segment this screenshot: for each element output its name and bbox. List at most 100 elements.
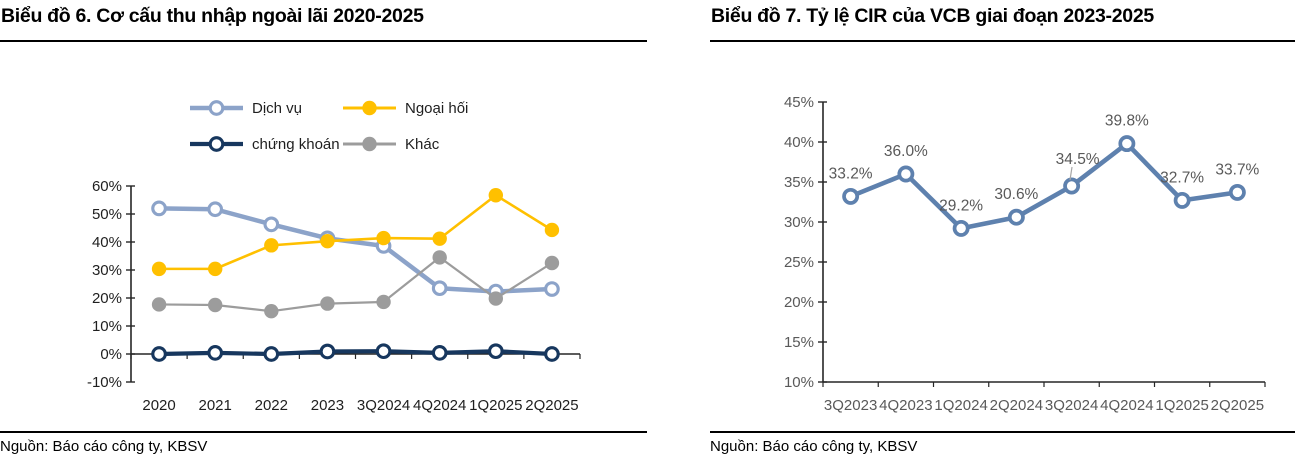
data-label: 36.0% xyxy=(884,143,928,160)
data-point-marker xyxy=(320,296,335,311)
chart6-title: Biểu đồ 6. Cơ cấu thu nhập ngoài lãi 202… xyxy=(1,5,424,27)
data-point-marker xyxy=(1118,135,1136,153)
x-tick-label: 1Q2025 xyxy=(469,397,522,414)
data-point-marker xyxy=(544,346,560,362)
y-tick-label: 40% xyxy=(784,134,814,151)
x-tick-label: 4Q2024 xyxy=(413,397,466,414)
data-point-marker xyxy=(1228,183,1246,201)
data-point-marker xyxy=(842,187,860,205)
x-tick-label: 2022 xyxy=(255,397,288,414)
series-1 xyxy=(151,188,560,277)
x-tick-label: 2023 xyxy=(311,397,344,414)
chart7-line-chart: 10%15%20%25%30%35%40%45%3Q2023 4Q2023 1Q20… xyxy=(784,94,1266,414)
series-0 xyxy=(151,200,560,300)
data-label: 30.6% xyxy=(994,186,1038,203)
chart6-line-chart: -10% 0% 10% 20% 30% 40% 50% 60% 2020 2021 2022 2023… xyxy=(87,100,581,414)
data-labels: 33.2% 36.0% 29.2% 30.6% 34.5% 39.8% 32.7% 33.7% xyxy=(829,113,1260,215)
x-tick-label: 2020 xyxy=(142,397,175,414)
data-label: 33.2% xyxy=(829,165,873,182)
data-point-marker xyxy=(151,297,167,312)
y-tick-label: 10% xyxy=(784,374,814,391)
y-tick-label: 50% xyxy=(92,206,122,223)
y-tick-label: 35% xyxy=(784,174,814,191)
data-point-marker xyxy=(263,216,280,233)
data-point-marker xyxy=(1063,177,1081,195)
y-tick-label: 30% xyxy=(92,262,122,279)
data-point-marker xyxy=(375,343,392,360)
legend-marker xyxy=(362,100,377,116)
data-point-marker xyxy=(319,343,336,360)
data-label: 32.7% xyxy=(1160,169,1204,186)
x-tick-label: 2Q2025 xyxy=(1211,397,1264,414)
chart7-source: Nguồn: Báo cáo công ty, KBSV xyxy=(710,431,1295,455)
data-point-marker xyxy=(544,281,560,297)
y-tick-label: 30% xyxy=(784,214,814,231)
y-tick-label: 40% xyxy=(92,234,122,251)
data-point-marker xyxy=(897,165,915,183)
y-tick-label: 10% xyxy=(92,318,122,335)
x-tick-label: 4Q2024 xyxy=(1100,397,1153,414)
data-point-marker xyxy=(151,261,167,277)
legend-label: Dịch vụ xyxy=(252,100,302,117)
legend-item-3: Khác xyxy=(343,136,440,153)
x-tick-label: 2021 xyxy=(199,397,232,414)
data-point-marker xyxy=(544,222,560,238)
data-point-marker xyxy=(207,297,223,313)
data-label: 39.8% xyxy=(1105,113,1149,130)
data-point-marker xyxy=(432,250,447,265)
legend-item-2: chứng khoán xyxy=(190,136,340,153)
y-tick-label: 45% xyxy=(784,94,814,111)
chart6-panel: Biểu đồ 6. Cơ cấu thu nhập ngoài lãi 202… xyxy=(0,0,647,461)
y-tick-label: 20% xyxy=(784,294,814,311)
data-point-marker xyxy=(952,219,970,237)
x-tick-label: 3Q2024 xyxy=(357,397,410,414)
data-point-marker xyxy=(264,303,279,319)
data-point-marker xyxy=(431,280,448,297)
data-point-marker xyxy=(207,345,224,361)
data-point-marker xyxy=(376,294,391,310)
legend-label: Khác xyxy=(405,136,440,153)
x-tick-label: 3Q2023 xyxy=(824,397,877,414)
y-axis: -10% 0% 10% 20% 30% 40% 50% 60% xyxy=(87,178,135,391)
legend-marker xyxy=(362,136,377,152)
chart7-panel: Biểu đồ 7. Tỷ lệ CIR của VCB giai đoạn 2… xyxy=(710,0,1295,461)
chart7-title: Biểu đồ 7. Tỷ lệ CIR của VCB giai đoạn 2… xyxy=(711,5,1154,27)
x-tick-label: 4Q2023 xyxy=(879,397,932,414)
y-tick-label: 15% xyxy=(784,334,814,351)
chart7-source-text: Nguồn: Báo cáo công ty, KBSV xyxy=(710,438,918,455)
chart6-title-underline xyxy=(0,40,647,42)
data-point-marker xyxy=(488,291,504,306)
data-point-marker xyxy=(432,231,447,246)
x-tick-label: 2Q2024 xyxy=(990,397,1043,414)
y-tick-label: 20% xyxy=(92,290,122,307)
data-point-marker xyxy=(207,261,223,277)
data-point-marker xyxy=(431,345,448,361)
data-point-marker xyxy=(1007,208,1025,226)
x-tick-label: 1Q2025 xyxy=(1155,397,1208,414)
legend-label: Ngoại hối xyxy=(405,100,468,117)
label-leader-line xyxy=(1069,166,1073,181)
data-point-marker xyxy=(488,188,504,203)
data-point-marker xyxy=(263,346,280,362)
y-tick-label: -10% xyxy=(87,374,122,391)
x-axis: 3Q2023 4Q2023 1Q2024 2Q2024 3Q2024 4Q2024 1Q20… xyxy=(822,381,1266,414)
series-2 xyxy=(151,343,560,362)
data-point-marker xyxy=(1173,191,1191,209)
x-axis: 2020 2021 2022 2023 3Q2024 4Q2024 1Q2025 2Q2025 xyxy=(130,353,581,414)
data-point-marker xyxy=(264,238,279,253)
data-label: 29.2% xyxy=(939,197,983,214)
legend-marker xyxy=(208,100,225,116)
legend: Dịch vụ Ngoại hối chứng khoán Khác xyxy=(190,100,468,153)
chart6-source: Nguồn: Báo cáo công ty, KBSV xyxy=(0,431,647,455)
data-point-marker xyxy=(151,346,167,362)
data-point-marker xyxy=(207,201,224,218)
y-axis: 10% 15% 20% 25% 30% 35% 40% 45% xyxy=(784,94,827,391)
series-3 xyxy=(151,250,560,319)
data-point-marker xyxy=(320,233,335,249)
data-label: 33.7% xyxy=(1215,161,1259,178)
data-label: 34.5% xyxy=(1056,151,1100,168)
chart6-source-text: Nguồn: Báo cáo công ty, KBSV xyxy=(0,438,208,455)
data-point-marker xyxy=(487,343,504,360)
y-tick-label: 60% xyxy=(92,178,122,195)
